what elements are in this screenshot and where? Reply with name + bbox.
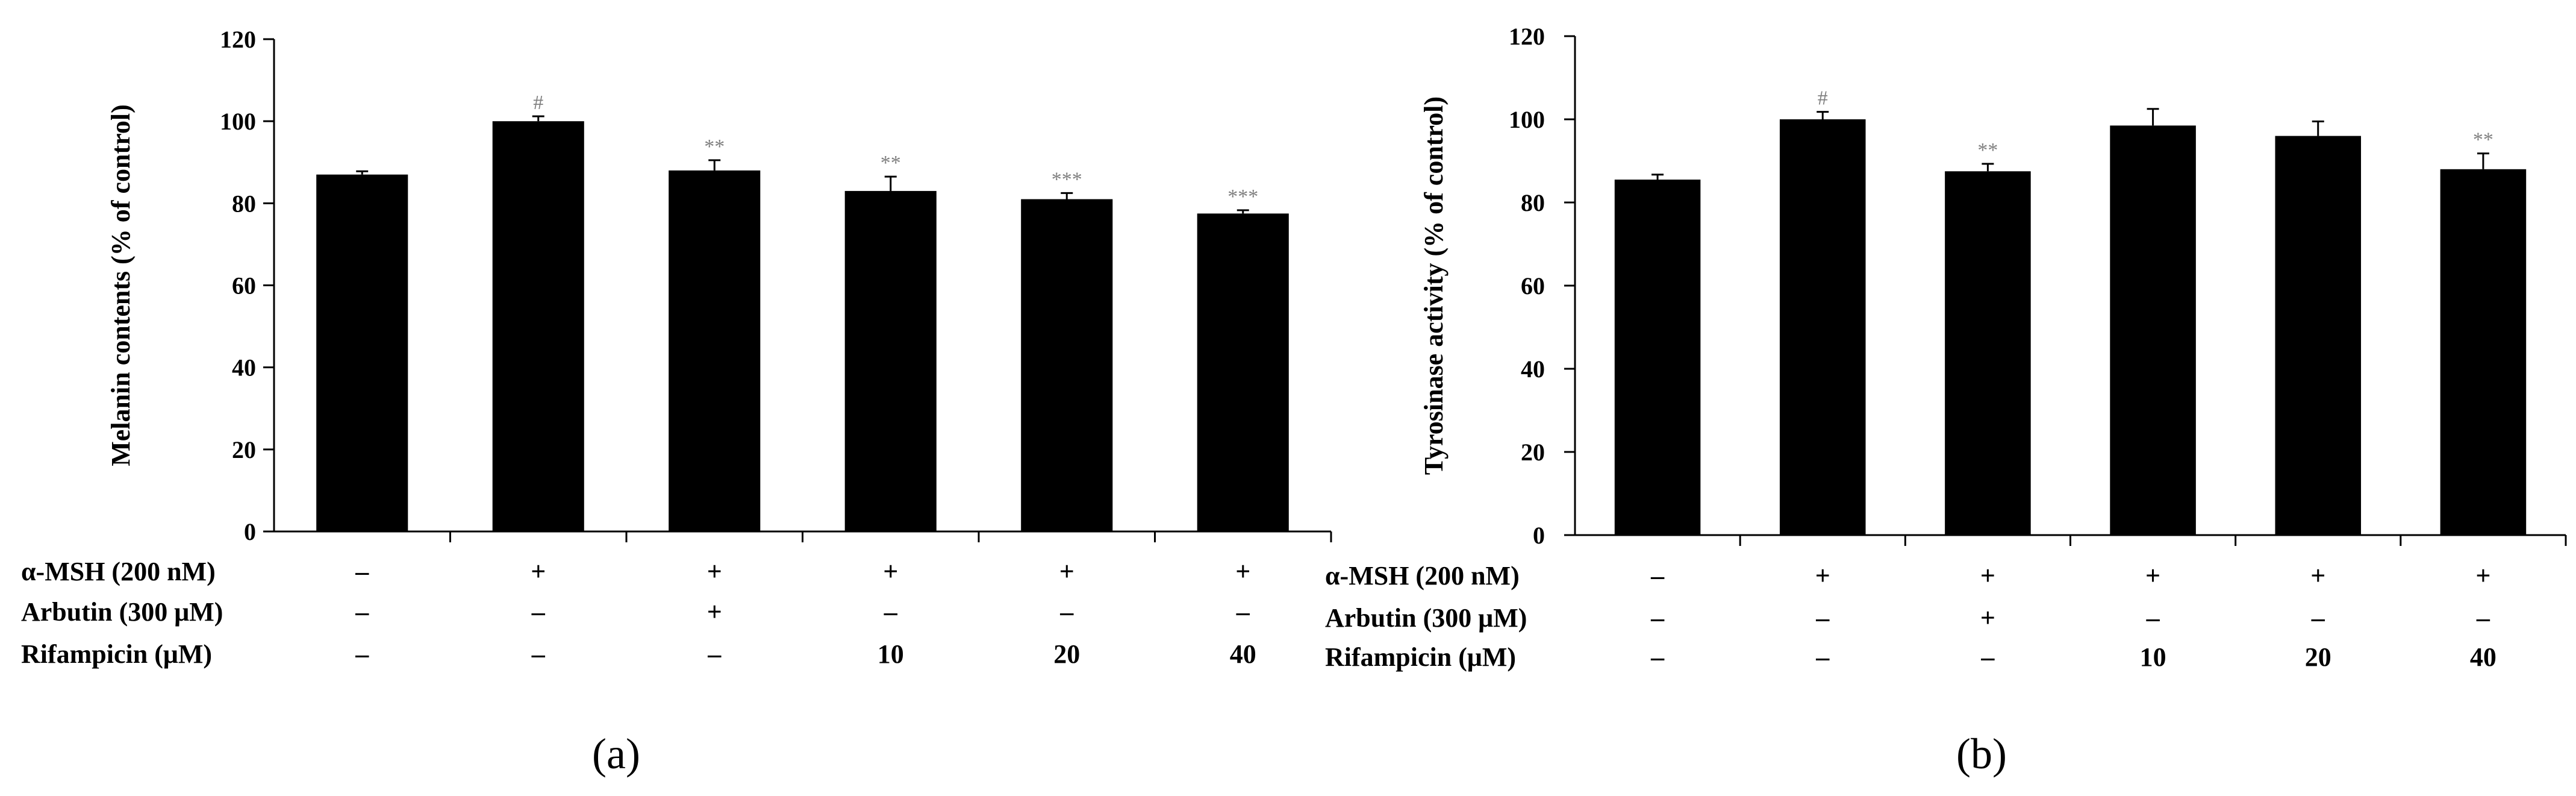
bar	[1614, 180, 1701, 535]
bar	[1021, 199, 1113, 531]
y-tick-label: 60	[232, 272, 256, 299]
condition-row-label: Arbutin (300 μM)	[21, 597, 223, 627]
condition-cell: –	[2476, 603, 2490, 633]
significance-label: **	[881, 152, 901, 174]
significance-label: #	[1818, 87, 1828, 110]
condition-cell: +	[1235, 557, 1250, 586]
bar	[1197, 213, 1289, 532]
bar	[2440, 169, 2527, 535]
panel-a: 0 20 40 60 80 100 120 Melanin contents (% of co…	[21, 26, 1332, 778]
condition-cell: –	[1650, 561, 1665, 591]
condition-cell: –	[355, 597, 369, 627]
condition-cell: –	[1650, 603, 1665, 633]
condition-cell: 40	[2470, 642, 2496, 672]
significance-label: ***	[1227, 186, 1258, 208]
y-tick-label: 80	[232, 190, 256, 217]
condition-cell: –	[1236, 597, 1250, 627]
condition-row-label: Arbutin (300 μM)	[1325, 603, 1527, 633]
y-tick-label: 100	[1509, 106, 1545, 133]
condition-row-label: Rifampicin (μM)	[21, 639, 212, 669]
bar	[316, 174, 408, 531]
y-axis-title: Melanin contents (% of control)	[106, 104, 136, 466]
y-tick-label: 120	[220, 26, 256, 53]
bar	[1779, 119, 1866, 535]
condition-cell: –	[355, 557, 369, 586]
condition-cell: –	[531, 597, 546, 627]
condition-cell: +	[531, 557, 546, 586]
y-tick-label: 60	[1521, 272, 1545, 299]
bar	[844, 190, 937, 531]
condition-cell: +	[2145, 561, 2160, 591]
condition-cell: +	[1815, 561, 1830, 591]
condition-cell: +	[1980, 603, 1995, 633]
y-tick-label: 40	[1521, 356, 1545, 383]
condition-cell: 10	[878, 639, 904, 669]
condition-cell: –	[1650, 642, 1665, 672]
bar	[1945, 171, 2031, 535]
condition-cell: –	[1815, 603, 1830, 633]
condition-cell: 20	[1053, 639, 1080, 669]
y-tick-label: 20	[1521, 439, 1545, 466]
panel-label: (a)	[592, 730, 640, 778]
bar	[669, 170, 761, 531]
y-tick-label: 20	[232, 436, 256, 463]
y-axis-title: Tyrosinase activity (% of control)	[1419, 96, 1449, 475]
condition-cell: +	[1980, 561, 1995, 591]
condition-cell: 20	[2305, 642, 2331, 672]
condition-cell: +	[707, 557, 722, 586]
y-tick-label: 80	[1521, 189, 1545, 216]
condition-cell: –	[707, 639, 722, 669]
condition-cell: –	[1059, 597, 1074, 627]
bar	[2110, 125, 2196, 536]
significance-label: #	[533, 92, 543, 114]
condition-cell: –	[884, 597, 898, 627]
condition-cell: +	[2475, 561, 2490, 591]
condition-cell: –	[1980, 642, 1995, 672]
condition-cell: –	[1815, 642, 1830, 672]
significance-label: **	[2473, 129, 2493, 151]
significance-label: **	[1977, 139, 1998, 161]
bar	[492, 121, 584, 531]
bar	[2275, 136, 2362, 536]
condition-cell: 10	[2140, 642, 2166, 672]
condition-cell: –	[355, 639, 369, 669]
condition-cell: +	[707, 597, 722, 627]
condition-cell: –	[2146, 603, 2160, 633]
y-tick-label: 40	[232, 354, 256, 381]
condition-cell: +	[1059, 557, 1074, 586]
condition-cell: 40	[1230, 639, 1256, 669]
y-tick-label: 100	[220, 108, 256, 135]
condition-row-label: Rifampicin (μM)	[1325, 642, 1516, 672]
condition-cell: +	[883, 557, 898, 586]
condition-cell: –	[531, 639, 546, 669]
panel-label: (b)	[1956, 730, 2007, 778]
y-tick-label: 120	[1509, 23, 1545, 50]
y-tick-label: 0	[244, 518, 256, 545]
condition-cell: +	[2310, 561, 2325, 591]
condition-cell: –	[2311, 603, 2325, 633]
y-tick-label: 0	[1533, 522, 1545, 549]
significance-label: **	[704, 136, 725, 158]
panel-b: 0 20 40 60 80 100 120 Tyrosinase activity (% of…	[1325, 23, 2567, 778]
significance-label: ***	[1052, 168, 1082, 190]
condition-row-label: α-MSH (200 nM)	[21, 557, 216, 586]
condition-row-label: α-MSH (200 nM)	[1325, 561, 1520, 591]
